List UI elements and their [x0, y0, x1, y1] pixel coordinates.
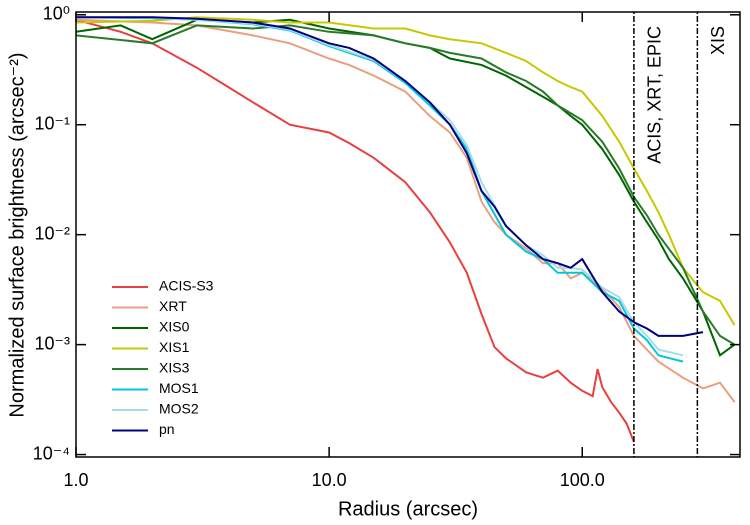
annotation-text: XIS	[708, 26, 728, 55]
y-tick-label: 10⁻¹	[34, 113, 70, 133]
annotation-text: ACIS, XRT, EPIC	[645, 26, 665, 164]
legend-label: ACIS-S3	[159, 278, 214, 294]
legend-label: MOS2	[159, 401, 199, 417]
legend-label: XIS0	[159, 319, 190, 335]
legend-label: XIS1	[159, 339, 190, 355]
series-line	[76, 24, 736, 346]
series-line	[76, 16, 736, 326]
series-line	[76, 16, 684, 357]
legend-label: XIS3	[159, 360, 190, 376]
series-line	[76, 18, 635, 443]
x-tick-label: 1.0	[63, 470, 88, 490]
legend-label: pn	[159, 421, 175, 437]
x-tick-label: 100.0	[560, 470, 605, 490]
legend-label: XRT	[159, 298, 187, 314]
y-tick-label: 10⁻²	[34, 223, 70, 243]
legend-label: MOS1	[159, 380, 199, 396]
series-line	[76, 16, 704, 337]
y-tick-label: 10⁻³	[34, 333, 70, 353]
y-axis-label: Normalized surface brightness (arcsec⁻²)	[6, 52, 28, 417]
y-tick-label: 10⁰	[43, 4, 70, 24]
y-tick-label: 10⁻⁴	[33, 443, 70, 463]
x-tick-label: 10.0	[312, 470, 347, 490]
x-axis-label: Radius (arcsec)	[338, 498, 478, 520]
